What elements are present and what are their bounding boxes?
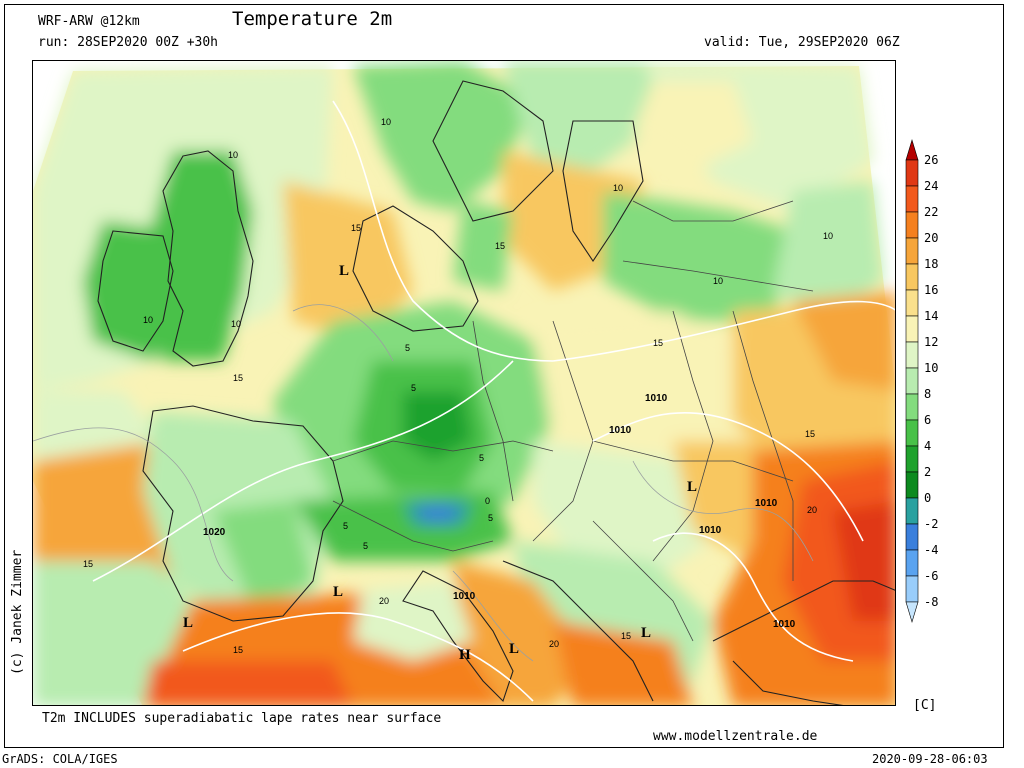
contour-label: 10 — [231, 319, 241, 329]
contour-label: 10 — [613, 183, 623, 193]
legend-tick-label: 20 — [924, 231, 938, 245]
legend-swatch — [905, 315, 919, 343]
legend-swatch — [905, 367, 919, 395]
map-canvas: 10 10 10 10 10 10 10 15 15 15 15 15 15 1… — [33, 61, 895, 705]
legend-tick-label: 26 — [924, 153, 938, 167]
contour-label: 20 — [549, 639, 559, 649]
contour-label: 10 — [228, 150, 238, 160]
legend-swatch — [905, 471, 919, 499]
valid-time-label: valid: Tue, 29SEP2020 06Z — [704, 35, 900, 50]
high-pressure-center: H — [459, 647, 471, 663]
legend-swatch — [905, 185, 919, 213]
contour-label: 5 — [405, 343, 410, 353]
isobars — [92, 100, 895, 702]
legend-tick-label: -6 — [924, 569, 938, 583]
legend-tick-label: 4 — [924, 439, 931, 453]
contour-label: 0 — [485, 496, 490, 506]
contour-label: 15 — [233, 373, 243, 383]
legend-tick-label: 14 — [924, 309, 938, 323]
map-title: Temperature 2m — [232, 8, 393, 30]
legend-swatch — [905, 497, 919, 525]
isobar-label: 1010 — [755, 498, 778, 509]
contour-label: 15 — [653, 338, 663, 348]
contour-label: 10 — [381, 117, 391, 127]
contour-label: 15 — [351, 223, 361, 233]
low-pressure-center: L — [641, 625, 651, 641]
low-pressure-center: L — [509, 641, 519, 657]
legend-swatch — [905, 159, 919, 187]
software-credit: GrADS: COLA/IGES — [2, 752, 118, 766]
legend-tick-label: 6 — [924, 413, 931, 427]
legend-swatch — [905, 289, 919, 317]
pressure-labels: 1010 1010 1010 1020 1010 1010 1010 — [203, 393, 796, 630]
isobar-label: 1010 — [645, 393, 668, 404]
legend-swatch — [905, 341, 919, 369]
legend-tick-label: 0 — [924, 491, 931, 505]
legend-swatch — [905, 523, 919, 551]
country-borders — [332, 200, 814, 642]
run-time-label: run: 28SEP2020 00Z +30h — [38, 35, 219, 50]
legend-tick-label: -2 — [924, 517, 938, 531]
low-pressure-center: L — [333, 584, 343, 600]
website-link[interactable]: www.modellzentrale.de — [653, 729, 818, 744]
legend-tick-label: 2 — [924, 465, 931, 479]
legend-swatch — [905, 211, 919, 239]
low-pressure-center: L — [339, 263, 349, 279]
contour-label: 5 — [479, 453, 484, 463]
contour-label: 15 — [233, 645, 243, 655]
coastlines — [97, 80, 895, 705]
legend-swatch — [905, 445, 919, 473]
low-pressure-center: L — [183, 615, 193, 631]
contour-label: 10 — [143, 315, 153, 325]
legend-unit: [C] — [913, 698, 937, 713]
pressure-centers: L L L L L L H — [183, 263, 697, 663]
contour-label: 10 — [713, 276, 723, 286]
temperature-map[interactable]: 10 10 10 10 10 10 10 15 15 15 15 15 15 1… — [32, 60, 896, 706]
legend-tick-label: -4 — [924, 543, 938, 557]
contour-label: 5 — [488, 513, 493, 523]
isobar-label: 1010 — [773, 619, 796, 630]
isobar-label: 1020 — [203, 527, 226, 538]
contour-label: 15 — [83, 559, 93, 569]
author-credit: (c) Janek Zimmer — [10, 549, 25, 675]
contour-label: 15 — [495, 241, 505, 251]
contour-label: 10 — [823, 231, 833, 241]
isobar-label: 1010 — [699, 525, 722, 536]
legend-tick-label: 16 — [924, 283, 938, 297]
legend-swatch — [905, 549, 919, 577]
legend-tick-label: 18 — [924, 257, 938, 271]
legend-tick-label: -8 — [924, 595, 938, 609]
legend-tick-label: 8 — [924, 387, 931, 401]
isobar-label: 1010 — [609, 425, 632, 436]
contour-labels: 10 10 10 10 10 10 10 15 15 15 15 15 15 1… — [83, 117, 833, 655]
contour-label: 20 — [379, 596, 389, 606]
contour-label: 5 — [411, 383, 416, 393]
isobar-label: 1010 — [453, 591, 476, 602]
legend-swatch — [905, 263, 919, 291]
contour-label: 5 — [363, 541, 368, 551]
legend-tick-label: 24 — [924, 179, 938, 193]
contour-label: 5 — [343, 521, 348, 531]
legend-swatch — [905, 237, 919, 265]
contour-label: 20 — [807, 505, 817, 515]
model-label: WRF-ARW @12km — [38, 14, 140, 29]
legend-arrow-bottom — [905, 601, 919, 624]
temperature-contours — [33, 304, 814, 662]
low-pressure-center: L — [687, 479, 697, 495]
plot-frame — [4, 4, 1004, 748]
legend-swatch — [905, 575, 919, 603]
legend-tick-label: 22 — [924, 205, 938, 219]
legend-tick-label: 10 — [924, 361, 938, 375]
legend-swatch — [905, 393, 919, 421]
temperature-field — [33, 61, 895, 705]
legend-tick-label: 12 — [924, 335, 938, 349]
footnote: T2m INCLUDES superadiabatic lape rates n… — [42, 711, 442, 726]
contour-label: 15 — [621, 631, 631, 641]
legend-swatch — [905, 419, 919, 447]
contour-label: 15 — [805, 429, 815, 439]
color-legend: 26 24 22 20 18 16 14 12 10 8 6 4 2 0 -2 -4 -6 -8 — [898, 130, 958, 630]
legend-arrow-top — [905, 138, 919, 161]
timestamp: 2020-09-28-06:03 — [872, 752, 988, 766]
